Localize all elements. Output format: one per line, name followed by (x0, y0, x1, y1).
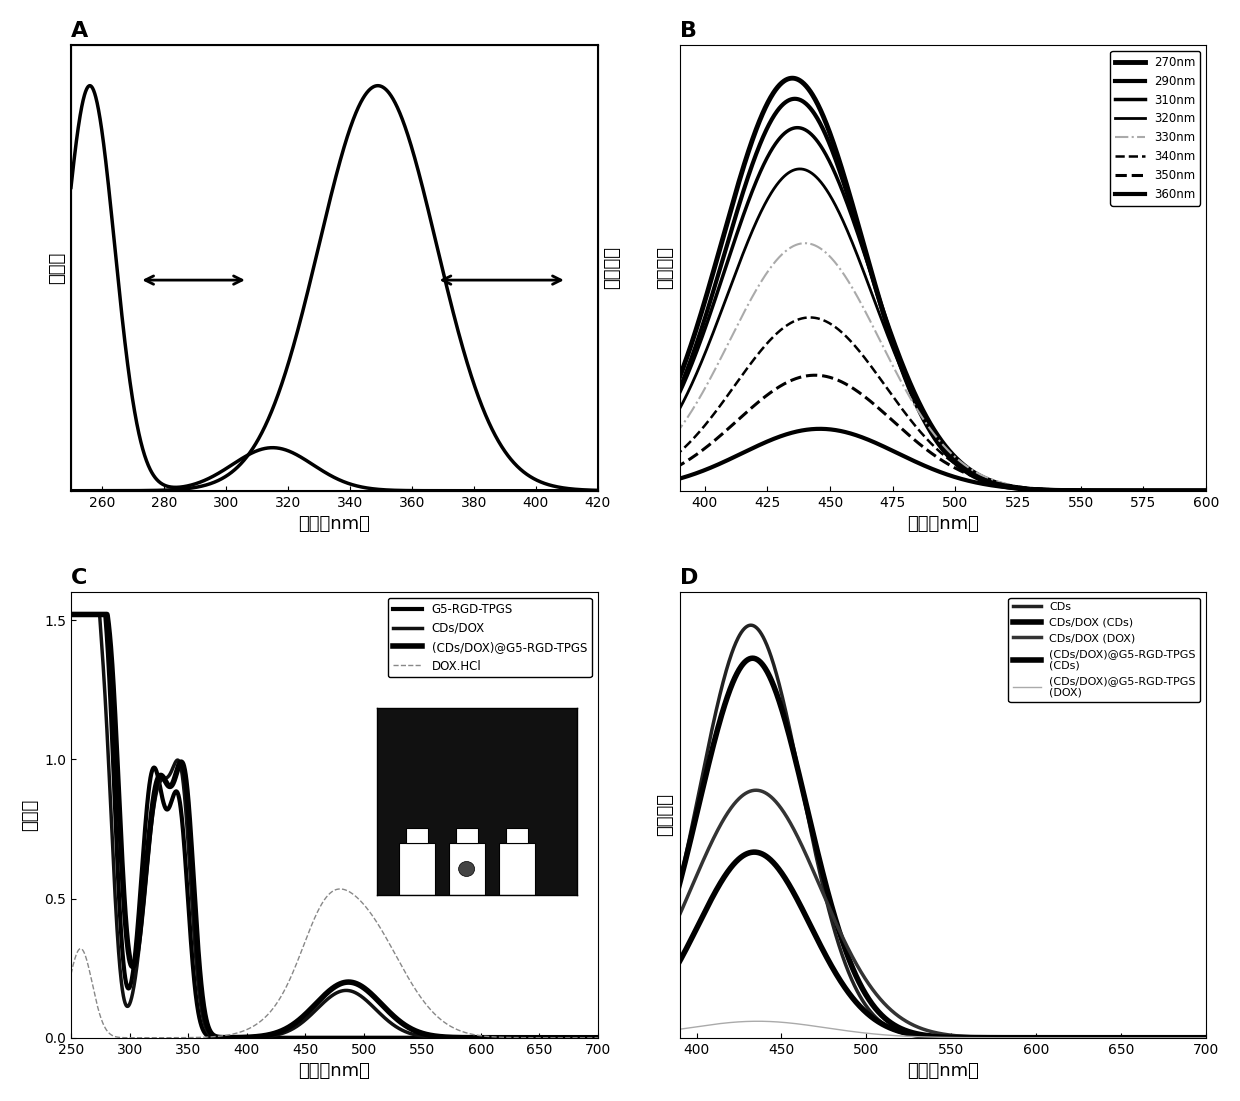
Y-axis label: 吸光度: 吸光度 (47, 252, 66, 284)
X-axis label: 波长（nm）: 波长（nm） (299, 515, 371, 533)
Y-axis label: 吸光度: 吸光度 (21, 799, 38, 831)
X-axis label: 波长（nm）: 波长（nm） (906, 1062, 978, 1080)
Text: D: D (680, 568, 698, 588)
Text: B: B (680, 21, 697, 41)
Legend: G5-RGD-TPGS, CDs/DOX, (CDs/DOX)@G5-RGD-TPGS, DOX.HCl: G5-RGD-TPGS, CDs/DOX, (CDs/DOX)@G5-RGD-T… (388, 598, 591, 677)
Text: A: A (71, 21, 88, 41)
Legend: CDs, CDs/DOX (CDs), CDs/DOX (DOX), (CDs/DOX)@G5-RGD-TPGS
(CDs), (CDs/DOX)@G5-RGD: CDs, CDs/DOX (CDs), CDs/DOX (DOX), (CDs/… (1008, 598, 1200, 702)
Legend: 270nm, 290nm, 310nm, 320nm, 330nm, 340nm, 350nm, 360nm: 270nm, 290nm, 310nm, 320nm, 330nm, 340nm… (1110, 51, 1200, 206)
Y-axis label: 荆光强度: 荆光强度 (656, 247, 675, 290)
Y-axis label: 荆光强度: 荆光强度 (656, 794, 675, 837)
Text: C: C (71, 568, 88, 588)
X-axis label: 波长（nm）: 波长（nm） (906, 515, 978, 533)
X-axis label: 波长（nm）: 波长（nm） (299, 1062, 371, 1080)
Y-axis label: 荆光强度: 荆光强度 (603, 247, 621, 290)
